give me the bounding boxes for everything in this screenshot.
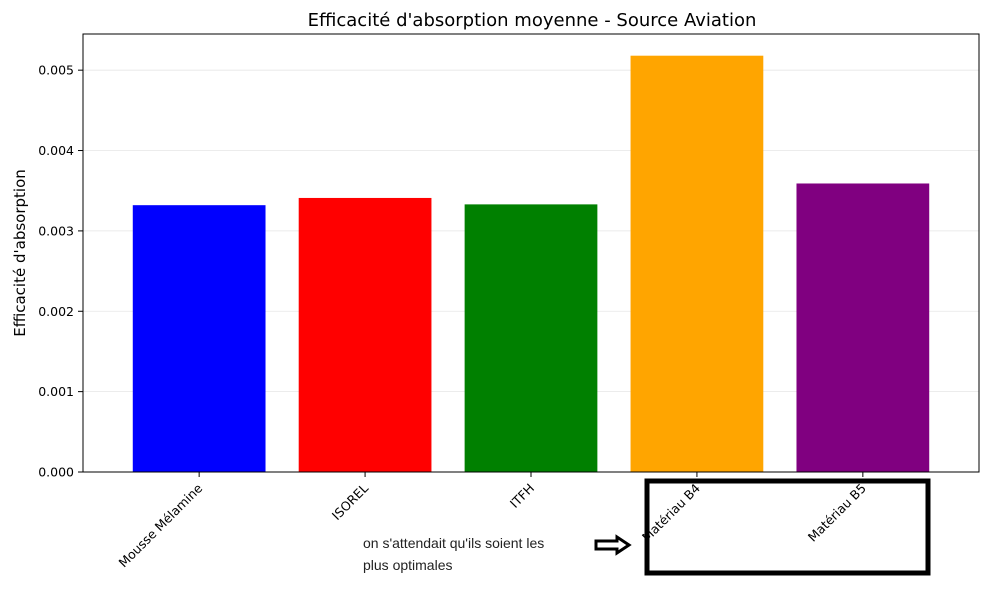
y-tick-label: 0.005 (38, 63, 74, 78)
annotation-line-1: on s'attendait qu'ils soient les (363, 535, 545, 551)
y-tick-label: 0.003 (38, 223, 74, 238)
y-axis-ticks: 0.000 0.001 0.002 0.003 0.004 0.005 (38, 63, 83, 480)
bar (464, 204, 598, 472)
annotation-line-2: plus optimales (363, 557, 453, 573)
x-tick-label: ISOREL (329, 480, 371, 522)
y-axis-label: Efficacité d'absorption (11, 169, 29, 336)
annotation-note: on s'attendait qu'ils soient les plus op… (363, 532, 593, 576)
highlight-box (644, 478, 931, 576)
y-tick-label: 0.004 (38, 143, 74, 158)
bar (298, 197, 432, 473)
chart-title: Efficacité d'absorption moyenne - Source… (308, 10, 757, 31)
right-arrow-icon (594, 534, 632, 556)
bar (132, 205, 266, 473)
y-tick-label: 0.000 (38, 465, 74, 480)
x-tick-label: Matériau B5 (805, 481, 869, 545)
bar (630, 55, 764, 472)
x-tick-label: Mousse Mélamine (116, 480, 206, 570)
bars (132, 55, 930, 473)
x-tick-label: ITFH (507, 481, 537, 511)
bar (796, 183, 930, 472)
y-tick-label: 0.002 (38, 304, 74, 319)
y-tick-label: 0.001 (38, 384, 74, 399)
